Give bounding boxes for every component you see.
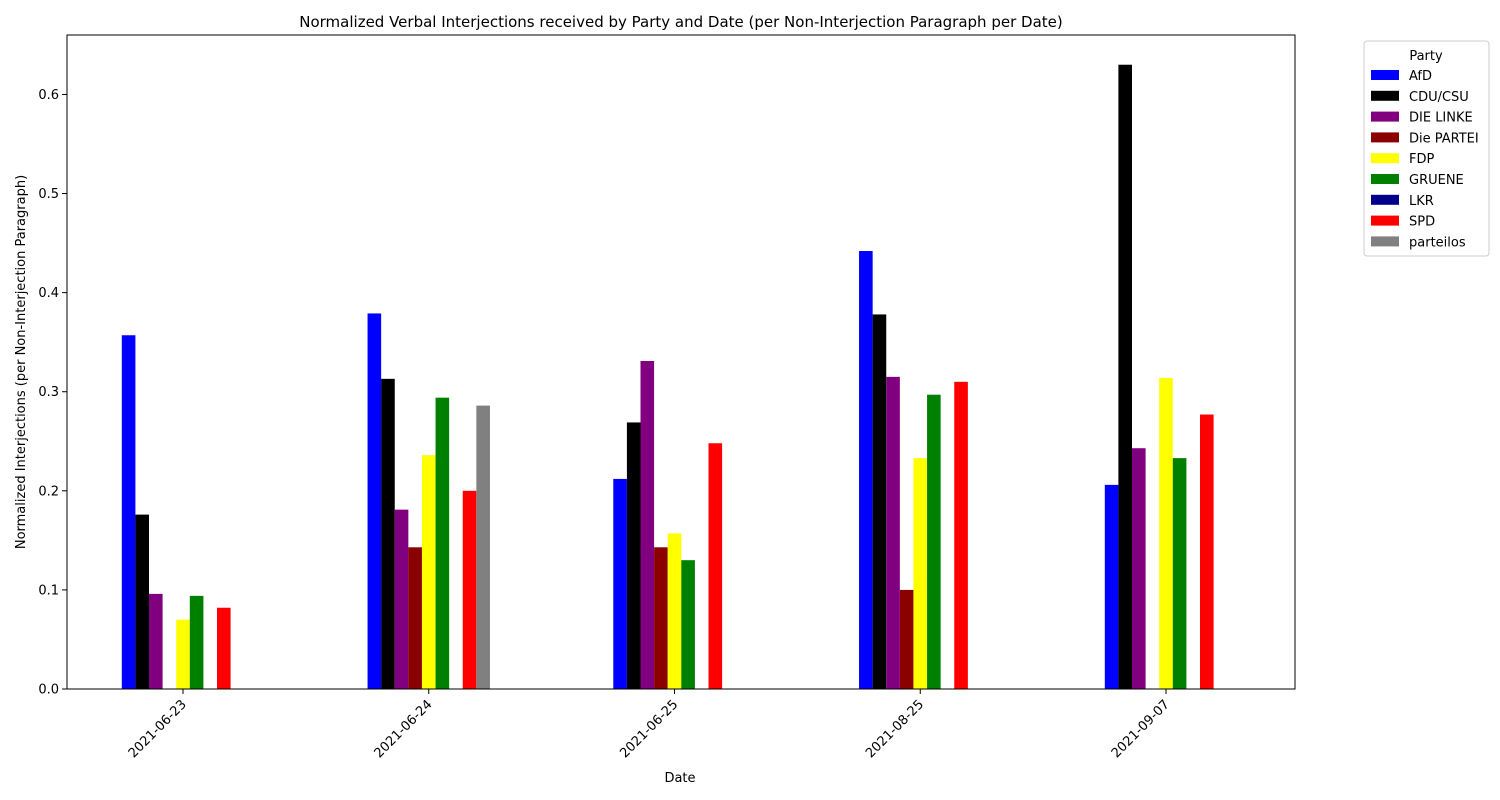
x-axis-label: Date (664, 771, 695, 786)
bar-cdu-csu-2021-06-24 (381, 378, 395, 689)
bar-afd-2021-06-23 (121, 335, 136, 689)
bar-spd-2021-08-25 (954, 381, 968, 689)
chart-title: Normalized Verbal Interjections received… (299, 13, 1062, 31)
y-tick-label: 0.1 (38, 583, 59, 598)
legend-swatch-die-partei (1371, 132, 1399, 143)
legend-swatch-parteilos (1371, 236, 1399, 247)
x-tick-label: 2021-09-07 (1109, 697, 1173, 761)
bar-die-partei-2021-06-25 (654, 547, 668, 689)
legend-swatch-afd (1371, 70, 1399, 80)
bars-group (121, 64, 1214, 689)
bar-spd-2021-09-07 (1200, 414, 1214, 689)
bar-afd-2021-08-25 (859, 251, 873, 689)
legend-label-cdu-csu: CDU/CSU (1409, 90, 1469, 105)
bar-cdu-csu-2021-09-07 (1118, 64, 1132, 689)
x-tick-label: 2021-06-24 (372, 697, 436, 761)
y-axis-label: Normalized Interjections (per Non-Interj… (14, 175, 29, 549)
bar-gruene-2021-09-07 (1172, 458, 1187, 689)
bar-spd-2021-06-23 (217, 607, 231, 689)
plot-frame (66, 34, 1296, 690)
bar-cdu-csu-2021-08-25 (872, 314, 887, 689)
x-tick-label: 2021-08-25 (863, 697, 927, 761)
bar-die-linke-2021-09-07 (1132, 448, 1146, 689)
y-tick-label: 0.3 (38, 385, 59, 400)
bar-fdp-2021-09-07 (1159, 377, 1173, 689)
bar-spd-2021-06-24 (462, 490, 477, 689)
y-tick-label: 0.0 (38, 683, 59, 698)
legend-label-lkr: LKR (1409, 194, 1434, 209)
bar-die-linke-2021-06-23 (149, 593, 163, 689)
y-tick-label: 0.2 (38, 484, 59, 499)
x-axis: 2021-06-23 2021-06-24 2021-06-25 2021-08-25… (126, 689, 1173, 761)
bar-fdp-2021-08-25 (913, 458, 928, 689)
x-tick-label: 2021-06-25 (617, 697, 681, 761)
x-tick-label: 2021-06-23 (126, 697, 190, 761)
legend-label-spd: SPD (1409, 215, 1435, 230)
bar-die-linke-2021-06-24 (394, 509, 409, 689)
bar-fdp-2021-06-23 (176, 619, 190, 689)
bar-gruene-2021-06-24 (435, 397, 450, 689)
legend-title: Party (1409, 49, 1443, 64)
bar-gruene-2021-06-25 (681, 560, 695, 689)
bar-gruene-2021-06-23 (189, 595, 204, 689)
y-tick-label: 0.4 (38, 286, 59, 301)
bar-die-partei-2021-08-25 (899, 589, 914, 689)
legend-label-fdp: FDP (1409, 152, 1434, 167)
y-tick-label: 0.6 (38, 88, 59, 103)
bar-fdp-2021-06-25 (667, 533, 682, 689)
legend-swatch-fdp (1371, 153, 1399, 164)
bar-parteilos-2021-06-24 (476, 405, 490, 689)
bar-die-partei-2021-06-24 (408, 547, 422, 689)
y-axis: 0.0 0.1 0.2 0.3 0.4 0.5 0.6 (38, 88, 67, 698)
bar-afd-2021-09-07 (1104, 484, 1119, 689)
bar-cdu-csu-2021-06-23 (135, 514, 149, 689)
legend-label-afd: AfD (1409, 69, 1432, 84)
legend-swatch-cdu-csu (1371, 90, 1399, 101)
bar-spd-2021-06-25 (708, 443, 723, 689)
bar-die-linke-2021-06-25 (640, 361, 655, 689)
legend-label-gruene: GRUENE (1409, 173, 1464, 188)
legend-swatch-spd (1371, 215, 1399, 226)
legend-swatch-die-linke (1371, 111, 1399, 122)
legend-swatch-lkr (1371, 194, 1399, 205)
legend-label-parteilos: parteilos (1409, 235, 1466, 250)
y-tick-label: 0.5 (38, 187, 59, 202)
legend: Party AfD CDU/CSU DIE LINKE Die PARTEI FDP GR… (1363, 40, 1490, 257)
bar-gruene-2021-08-25 (927, 394, 941, 689)
bar-afd-2021-06-25 (613, 478, 627, 689)
bar-cdu-csu-2021-06-25 (626, 422, 641, 689)
legend-label-die-linke: DIE LINKE (1409, 111, 1473, 126)
bar-die-linke-2021-08-25 (886, 376, 900, 689)
legend-swatch-gruene (1371, 174, 1399, 184)
bar-afd-2021-06-24 (367, 313, 382, 689)
legend-label-die-partei: Die PARTEI (1409, 131, 1479, 146)
bar-fdp-2021-06-24 (421, 455, 436, 689)
